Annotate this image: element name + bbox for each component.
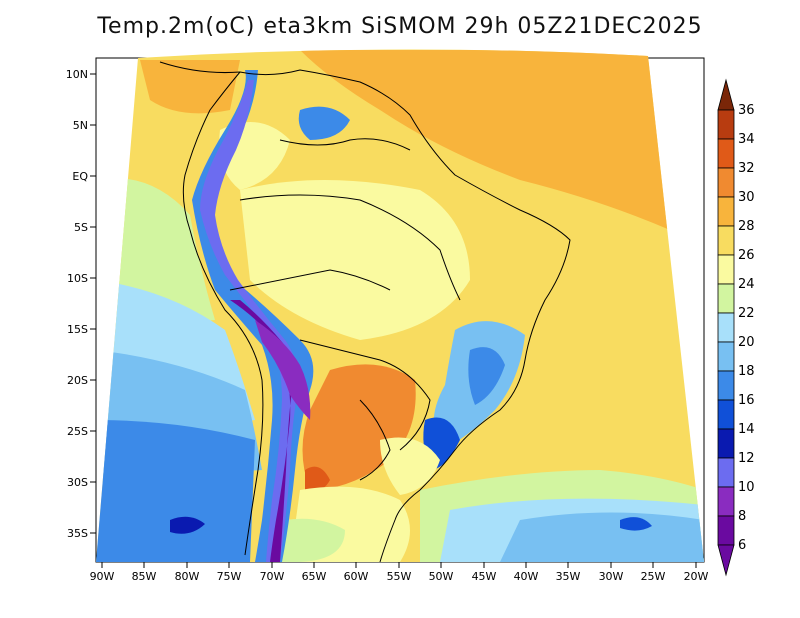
field-18C-south-atlantic [500,512,704,562]
colorbar-box-18-20 [717,341,735,372]
temperature-field [96,49,704,562]
colorbar-label-28: 28 [738,219,755,234]
lon-label-20w: 20W [684,570,709,583]
chart-title: Temp.2m(oC) eta3km SiSMOM 29h 05Z21DEC20… [97,14,703,39]
colorbar-label-24: 24 [738,277,755,292]
lat-label-30s: 30S [67,476,88,489]
lon-label-55w: 55W [387,570,412,583]
field-16C-pacific [96,420,255,562]
colorbar-label-32: 32 [738,161,755,176]
colorbar-bottom-arrow [717,544,735,577]
lat-label-20s: 20S [67,374,88,387]
colorbar-box-16-18 [717,370,735,401]
lat-label-10s: 10S [67,272,88,285]
lon-label-60w: 60W [344,570,369,583]
colorbar-box-6-8 [717,515,735,546]
field-14C-south-atlantic [620,517,652,531]
colorbar-box-30-32 [717,167,735,198]
field-14C-pacific [170,516,205,534]
colorbar-box-12-14 [717,428,735,459]
lon-label-50w: 50W [429,570,454,583]
lon-label-90w: 90W [90,570,115,583]
lat-label-25s: 25S [67,425,88,438]
colorbar-label-18: 18 [738,364,755,379]
lon-axis: 90W 85W 80W 75W 70W 65W 60W 55W 50W 45W … [90,562,709,583]
colorbar-label-26: 26 [738,248,755,263]
colorbar-box-24-26 [717,254,735,285]
colorbar-label-12: 12 [738,451,755,466]
colorbar-label-36: 36 [738,103,755,118]
colorbar [717,78,735,577]
lon-label-35w: 35W [556,570,581,583]
lat-label-5s: 5S [74,221,88,234]
coastlines [159,61,571,563]
lat-label-10n: 10N [66,68,88,81]
field-16C-highlands [468,347,505,405]
colorbar-label-20: 20 [738,335,755,350]
colorbar-label-14: 14 [738,422,755,437]
colorbar-box-28-30 [717,196,735,227]
colorbar-top-arrow [717,78,735,111]
field-22C-patagonia [280,518,345,562]
lon-label-65w: 65W [302,570,327,583]
lon-label-30w: 30W [599,570,624,583]
field-24C-south-brazil [380,437,440,495]
colorbar-labels: 36 34 32 30 28 26 24 22 20 18 16 14 12 1… [738,103,755,553]
lat-label-5n: 5N [73,119,88,132]
colorbar-box-20-22 [717,312,735,343]
colorbar-box-10-12 [717,457,735,488]
colorbar-box-34-36 [717,109,735,140]
colorbar-label-6: 6 [738,538,746,553]
colorbar-box-14-16 [717,399,735,430]
colorbar-box-26-28 [717,225,735,256]
field-24C-amazon [240,180,470,340]
lon-label-40w: 40W [514,570,539,583]
lat-label-15s: 15S [67,323,88,336]
lat-label-eq: EQ [72,170,88,183]
colorbar-box-22-24 [717,283,735,314]
lon-label-80w: 80W [175,570,200,583]
colorbar-label-8: 8 [738,509,746,524]
lat-axis: 10N 5N EQ 5S 10S 15S 20S 25S 30S 35S [66,68,96,540]
field-28C-north [300,50,670,230]
field-28C-caribbean [140,60,240,114]
lon-label-25w: 25W [641,570,666,583]
field-32C-spot [305,466,330,492]
colorbar-label-34: 34 [738,132,755,147]
colorbar-label-16: 16 [738,393,755,408]
colorbar-label-10: 10 [738,480,755,495]
lon-label-45w: 45W [472,570,497,583]
lon-label-85w: 85W [132,570,157,583]
colorbar-box-8-10 [717,486,735,517]
lon-label-70w: 70W [260,570,285,583]
field-16C-guiana [298,106,350,140]
lon-label-75w: 75W [217,570,242,583]
colorbar-label-30: 30 [738,190,755,205]
lat-label-35s: 35S [67,527,88,540]
colorbar-label-22: 22 [738,306,755,321]
field-8C-altiplano [255,320,311,420]
colorbar-box-32-34 [717,138,735,169]
